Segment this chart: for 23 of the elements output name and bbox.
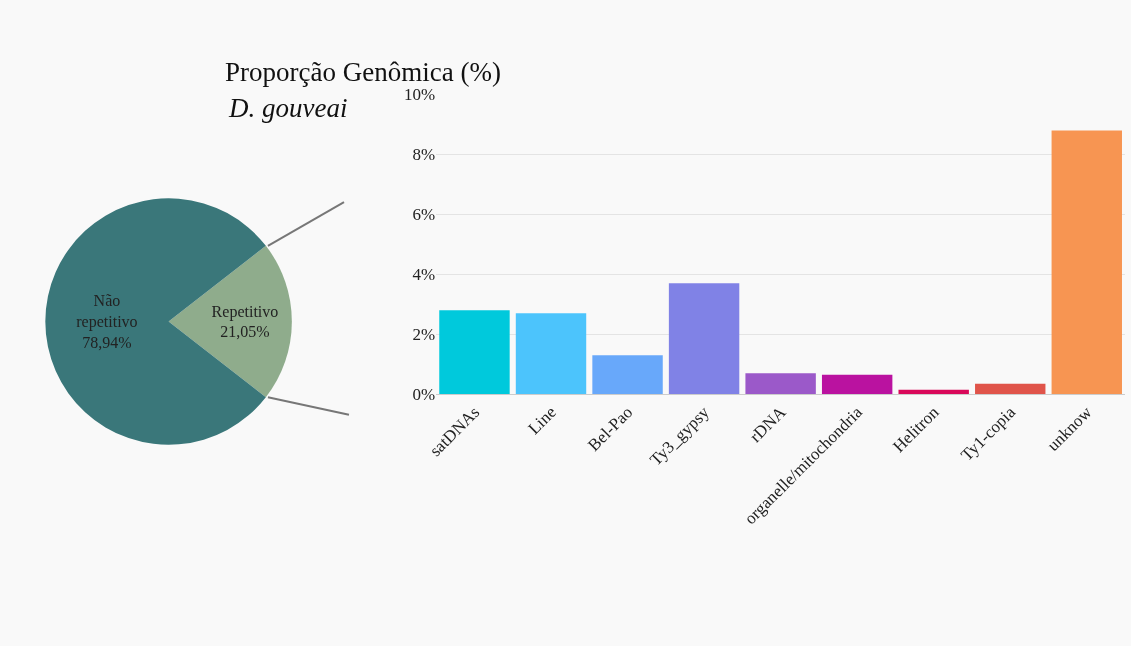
bar (515, 313, 587, 395)
y-tick-label: 8% (412, 145, 436, 165)
bar (1051, 130, 1122, 395)
y-tick-label: 10% (404, 85, 436, 105)
y-tick-label: 4% (412, 265, 436, 285)
y-tick-label: 0% (412, 385, 436, 405)
slice-label: Não repetitivo (76, 292, 138, 332)
y-tick-label: 2% (412, 325, 436, 345)
data-label: 78,94% (82, 333, 132, 351)
text: Proporção Genômica (%) (225, 57, 501, 87)
bar (745, 373, 816, 395)
bar (592, 355, 663, 395)
bar (975, 383, 1046, 395)
y-tick-label: 6% (412, 205, 436, 225)
pie-slice (168, 245, 292, 398)
bar (668, 283, 740, 395)
x-tick-label: Line (524, 402, 560, 439)
slice-label: Repetitivo (211, 302, 279, 321)
bar (439, 310, 510, 395)
bar (898, 389, 969, 395)
chart-subtitle: D. gouveai (228, 93, 348, 123)
data-label: 21,05% (220, 323, 270, 341)
bar (821, 374, 893, 395)
